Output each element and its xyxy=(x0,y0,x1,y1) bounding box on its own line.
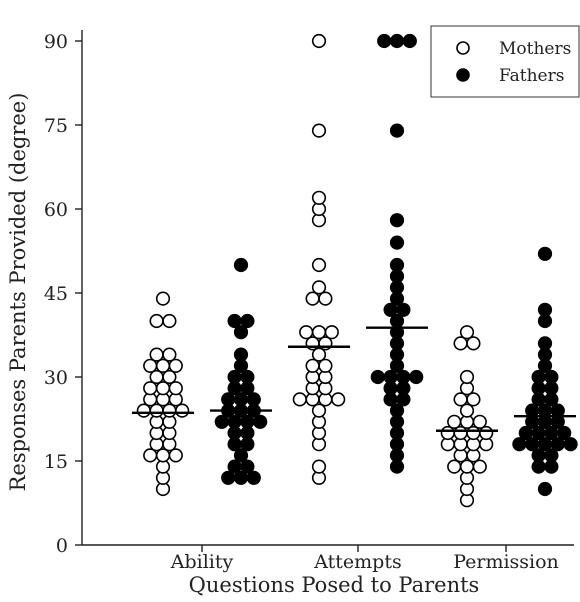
mothers-point xyxy=(472,414,487,429)
y-tick-label: 0 xyxy=(56,535,68,557)
fathers-point xyxy=(246,470,261,485)
mothers-point xyxy=(155,291,171,306)
fathers-point xyxy=(253,414,268,429)
fathers-point xyxy=(389,235,405,250)
mothers-point xyxy=(311,403,327,418)
mothers-point xyxy=(311,280,327,295)
mothers-point xyxy=(311,325,327,340)
mothers-point xyxy=(311,190,327,205)
y-tick-label: 45 xyxy=(44,283,68,305)
legend-marker-mothers xyxy=(456,41,470,55)
y-tick-label: 60 xyxy=(44,199,68,221)
mothers-point xyxy=(168,381,183,396)
mothers-point xyxy=(149,347,164,362)
mothers-point xyxy=(311,257,327,273)
mothers-point xyxy=(168,448,183,463)
fathers-point xyxy=(227,313,242,329)
fathers-point xyxy=(537,336,553,351)
fathers-point xyxy=(233,347,249,362)
fathers-point xyxy=(377,33,392,49)
fathers-point xyxy=(240,369,255,385)
x-tick-label: Attempts xyxy=(313,551,401,573)
mothers-point xyxy=(466,336,481,351)
mothers-point xyxy=(162,313,177,329)
fathers-point xyxy=(389,123,405,138)
y-tick-label: 90 xyxy=(44,31,68,53)
axes: 0 15 30 45 60 75 90 Ability Attempts Permission xyxy=(44,30,574,573)
mothers-point xyxy=(311,33,327,49)
mothers-point xyxy=(318,358,333,373)
mothers-point xyxy=(311,459,327,474)
y-tick-label: 15 xyxy=(44,451,68,473)
fathers-point xyxy=(544,369,559,385)
mothers-point xyxy=(311,347,327,362)
legend-box xyxy=(430,25,580,98)
y-tick-label: 75 xyxy=(44,115,68,137)
x-tick-label: Permission xyxy=(453,551,559,573)
fathers-point xyxy=(402,33,417,49)
fathers-point xyxy=(233,257,249,273)
fathers-point xyxy=(537,302,553,317)
legend: Mothers Fathers xyxy=(430,25,580,98)
mothers-point xyxy=(299,325,314,340)
mothers-point xyxy=(459,403,475,418)
fathers-point xyxy=(233,325,249,340)
mothers-point xyxy=(168,358,183,373)
fathers-point xyxy=(537,246,553,261)
fathers-point xyxy=(537,481,553,497)
y-tick-label: 30 xyxy=(44,367,68,389)
fathers-point xyxy=(389,403,405,418)
fathers-point xyxy=(389,257,405,273)
legend-label-fathers: Fathers xyxy=(499,66,564,86)
data-points xyxy=(136,33,578,508)
mothers-point xyxy=(447,414,462,429)
x-tick-label: Ability xyxy=(170,551,234,573)
fathers-point xyxy=(563,437,578,452)
mothers-point xyxy=(324,325,339,340)
mothers-point xyxy=(292,392,307,407)
mothers-point xyxy=(162,347,177,362)
x-axis-title: Questions Posed to Parents xyxy=(189,573,480,597)
legend-marker-fathers xyxy=(456,68,470,82)
fathers-point xyxy=(246,392,261,407)
mothers-point xyxy=(331,392,346,407)
fathers-point xyxy=(389,213,405,228)
mothers-point xyxy=(149,313,164,329)
mothers-point xyxy=(472,459,487,474)
y-axis-title: Responses Parents Provided (degree) xyxy=(6,93,30,492)
mean-lines xyxy=(132,326,576,432)
fathers-point xyxy=(240,313,255,329)
mothers-point xyxy=(318,291,333,306)
mothers-point xyxy=(162,369,177,385)
fathers-point xyxy=(240,459,255,474)
mothers-point xyxy=(466,392,481,407)
fathers-point xyxy=(544,448,559,463)
mothers-point xyxy=(459,369,475,385)
fathers-point xyxy=(409,369,424,385)
fathers-point xyxy=(396,302,411,317)
fathers-point xyxy=(370,369,385,385)
legend-label-mothers: Mothers xyxy=(499,39,571,59)
fathers-point xyxy=(389,33,405,49)
mothers-point xyxy=(459,325,475,340)
fathers-point xyxy=(233,448,249,463)
mothers-point xyxy=(311,123,327,138)
fathers-point xyxy=(557,425,572,441)
